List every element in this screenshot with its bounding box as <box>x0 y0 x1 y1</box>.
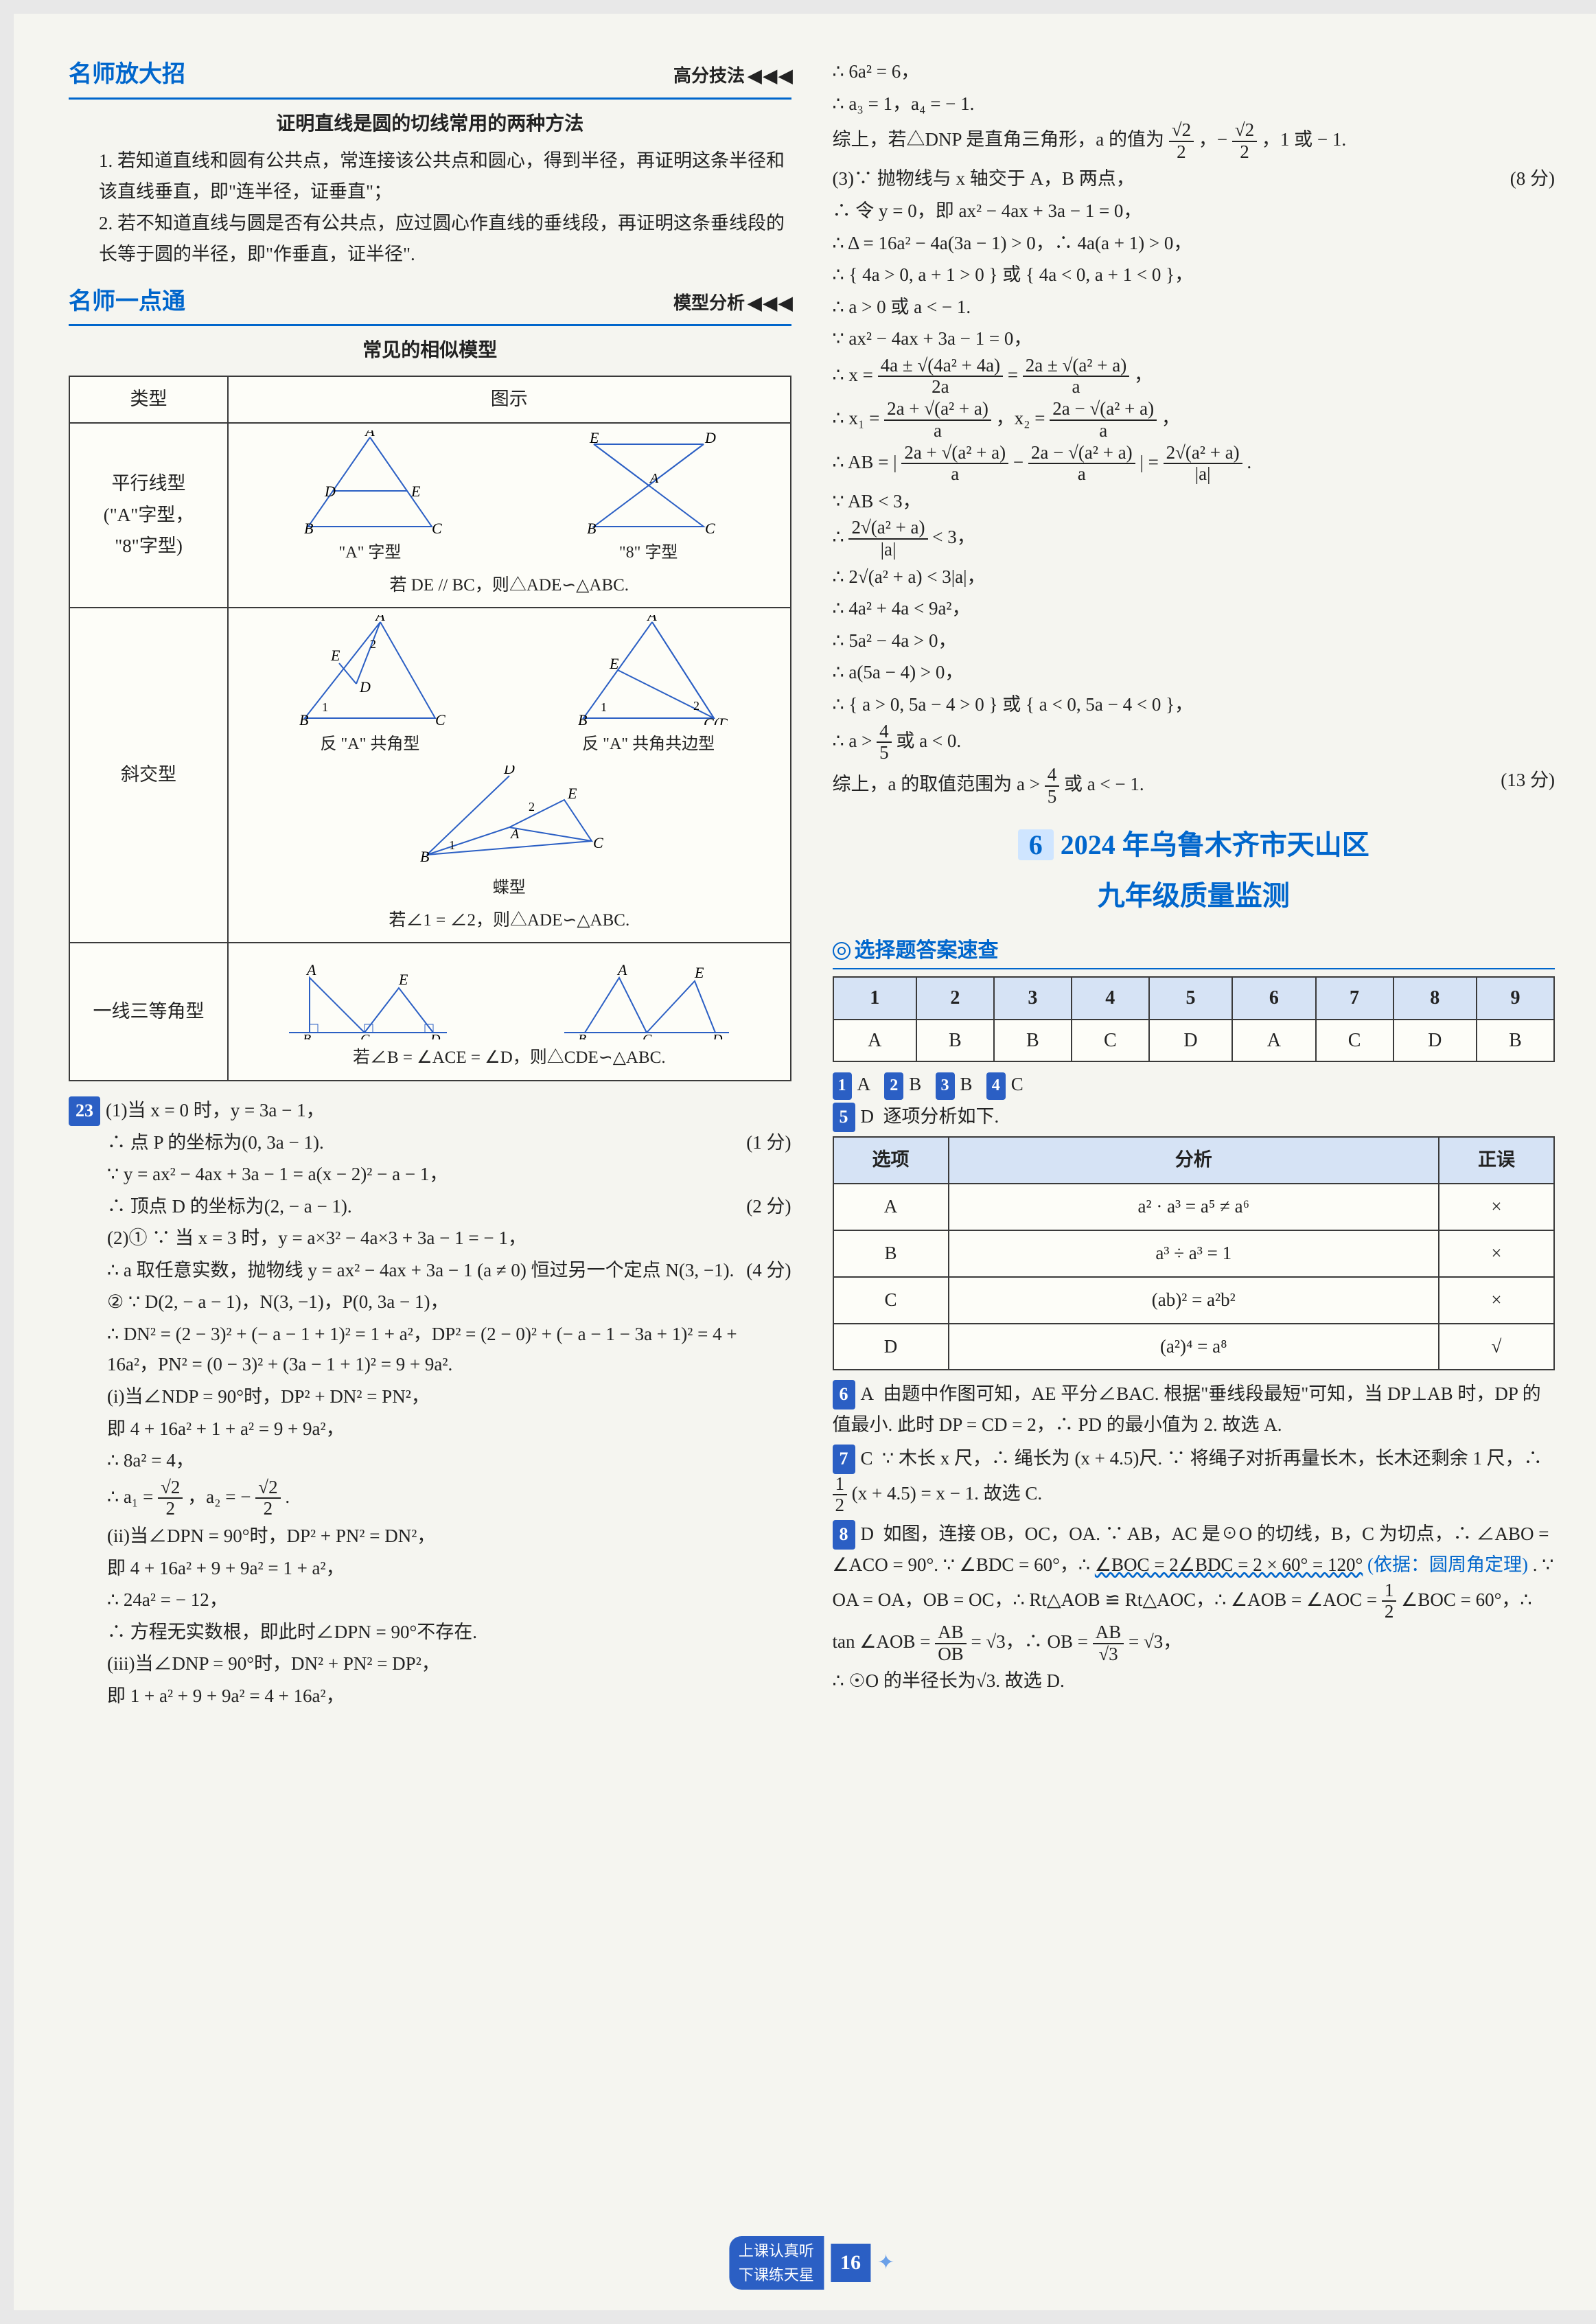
svg-text:E: E <box>589 430 599 446</box>
page: 名师放大招 高分技法 证明直线是圆的切线常用的两种方法 1. 若知道直线和圆有公… <box>14 14 1596 2310</box>
svg-text:B: B <box>299 711 308 725</box>
svg-text:C: C <box>360 1032 370 1039</box>
page-number: 16 <box>831 2244 870 2282</box>
section1-subtitle: 证明直线是圆的切线常用的两种方法 <box>69 108 791 141</box>
butterfly-diagram: D E A B C 1 2 <box>406 766 612 868</box>
option-table: 选项 分析 正误 Aa² · a³ = a⁵ ≠ a⁶× Ba³ ÷ a³ = … <box>833 1136 1555 1370</box>
svg-text:C: C <box>643 1032 652 1039</box>
q8-badge: 8 <box>833 1520 855 1550</box>
svg-text:D: D <box>359 678 371 695</box>
q6-block: 6A 由题中作图可知，AE 平分∠BAC. 根据"垂线段最短"可知，当 DP⊥A… <box>833 1377 1555 1441</box>
section2-header: 名师一点通 模型分析 <box>69 282 791 327</box>
footer-pill: 上课认真听 下课练天星 <box>729 2236 824 2290</box>
model-table: 类型 图示 平行线型 ("A"字型， "8"字型) <box>69 376 791 1081</box>
left-column: 名师放大招 高分技法 证明直线是圆的切线常用的两种方法 1. 若知道直线和圆有公… <box>69 55 791 2242</box>
section1-tag: 高分技法 <box>673 61 791 91</box>
svg-text:B: B <box>578 711 587 725</box>
q7-badge: 7 <box>833 1445 855 1474</box>
row1-diag: A D E B C "A" 字型 <box>228 423 790 608</box>
svg-text:E: E <box>398 971 408 988</box>
sec1-p1: 1. 若知道直线和圆有公共点，常连接该公共点和圆心，得到半径，再证明这条半径和该… <box>69 146 791 207</box>
svg-text:D: D <box>430 1032 441 1039</box>
q1-badge: 1 <box>833 1072 852 1100</box>
section1-body: 1. 若知道直线和圆有公共点，常连接该公共点和圆心，得到半径，再证明这条半径和该… <box>69 144 791 271</box>
section6-subtitle: 九年级质量监测 <box>833 873 1555 919</box>
svg-text:B: B <box>578 1032 586 1039</box>
svg-text:E: E <box>410 483 421 500</box>
svg-text:A: A <box>509 827 520 842</box>
svg-text:D: D <box>324 483 336 500</box>
svg-text:D: D <box>704 430 716 446</box>
svg-text:A: A <box>649 471 659 486</box>
svg-text:B: B <box>587 520 596 533</box>
answer-value-row: A B B C D A C D B <box>833 1020 1555 1062</box>
section2-title: 名师一点通 <box>69 282 185 322</box>
svg-text:2: 2 <box>529 800 535 814</box>
svg-text:C(D): C(D) <box>704 715 728 725</box>
model-th-diag: 图示 <box>228 376 790 423</box>
a-shape-diagram: A D E B C <box>294 430 446 533</box>
svg-text:A: A <box>305 961 316 978</box>
q4-badge: 4 <box>986 1072 1006 1100</box>
answer-head-row: 1 2 3 4 5 6 7 8 9 <box>833 977 1555 1020</box>
svg-text:E: E <box>567 785 577 802</box>
8-shape-diagram: E D A B C <box>573 430 724 533</box>
svg-text:2: 2 <box>370 637 376 651</box>
svg-text:E: E <box>609 655 619 672</box>
q3-badge: 3 <box>936 1072 955 1100</box>
svg-text:B: B <box>304 520 313 533</box>
svg-text:C: C <box>435 711 446 725</box>
target-icon <box>833 942 851 960</box>
model-th-type: 类型 <box>69 376 228 423</box>
svg-text:A: A <box>374 615 385 624</box>
section1-title: 名师放大招 <box>69 55 185 95</box>
svg-text:D: D <box>503 766 515 777</box>
footer-badge: 上课认真听 下课练天星 16 ✦ <box>729 2236 894 2290</box>
row2-diag: A E D B C 1 2 反 "A" 共角型 <box>228 608 790 943</box>
svg-text:2: 2 <box>693 699 699 713</box>
svg-text:E: E <box>694 964 704 981</box>
svg-text:B: B <box>303 1032 311 1039</box>
q8-block: 8D 如图，连接 OB，OC，OA. ∵ AB，AC 是☉O 的切线，B，C 为… <box>833 1517 1555 1698</box>
threeangle-2-diagram: A E B C D <box>557 950 736 1039</box>
section2-tag: 模型分析 <box>673 288 791 319</box>
r-top: ∴ 6a² = 6， ∴ a₃ = 1，a₄ = − 1. 综上，若△DNP 是… <box>833 55 1555 808</box>
q5-badge: 5 <box>833 1103 855 1132</box>
sec1-p2: 2. 若不知道直线与圆是否有公共点，应过圆心作直线的垂线段，再证明这条垂线段的长… <box>69 208 791 269</box>
svg-text:1: 1 <box>449 838 455 852</box>
svg-text:D: D <box>712 1032 723 1039</box>
q7-block: 7C ∵ 木长 x 尺，∴ 绳长为 (x + 4.5)尺. ∵ 将绳子对折再量长… <box>833 1442 1555 1517</box>
svg-text:A: A <box>364 430 375 439</box>
q6-badge: 6 <box>833 1380 855 1410</box>
inline-answers: 1A 2B 3B 4C <box>833 1069 1555 1100</box>
anti-a-1-diagram: A E D B C 1 2 <box>291 615 449 725</box>
row1-type: 平行线型 ("A"字型， "8"字型) <box>69 423 228 608</box>
q23-block: 23(1)当 x = 0 时，y = 3a − 1， ∴ 点 P 的坐标为(0,… <box>69 1094 791 1713</box>
section1-header: 名师放大招 高分技法 <box>69 55 791 100</box>
right-column: ∴ 6a² = 6， ∴ a₃ = 1，a₄ = − 1. 综上，若△DNP 是… <box>833 55 1555 2242</box>
svg-text:E: E <box>330 647 340 664</box>
q2-badge: 2 <box>884 1072 903 1100</box>
quick-answer-header: 选择题答案速查 <box>833 933 1555 969</box>
row3-diag: A E B C D A E B C <box>228 943 790 1081</box>
section6-title: 62024 年乌鲁木齐市天山区 <box>833 822 1555 868</box>
svg-text:A: A <box>616 961 627 978</box>
svg-text:A: A <box>646 615 657 624</box>
svg-text:C: C <box>432 520 442 533</box>
row2-type: 斜交型 <box>69 608 228 943</box>
star-icon: ✦ <box>877 2246 894 2279</box>
section2-subtitle: 常见的相似模型 <box>69 334 791 367</box>
svg-text:B: B <box>420 848 429 865</box>
threeangle-1-diagram: A E B C D <box>282 950 454 1039</box>
svg-text:1: 1 <box>322 700 328 714</box>
answer-table: 1 2 3 4 5 6 7 8 9 A B B C D A C D B <box>833 976 1555 1062</box>
row3-type: 一线三等角型 <box>69 943 228 1081</box>
svg-text:C: C <box>705 520 715 533</box>
anti-a-2-diagram: A E B C(D) 1 2 <box>570 615 728 725</box>
svg-text:1: 1 <box>601 700 607 714</box>
q5-block: 5D 逐项分析如下. <box>833 1100 1555 1134</box>
svg-text:C: C <box>593 834 603 851</box>
q23-badge: 23 <box>69 1096 100 1126</box>
